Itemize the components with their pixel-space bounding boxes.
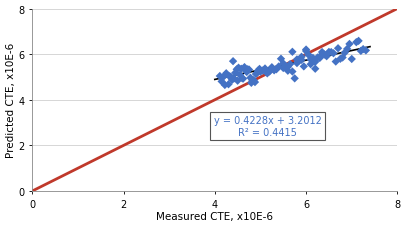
- Point: [237, 68, 244, 71]
- Point: [325, 51, 331, 54]
- Point: [284, 70, 290, 73]
- Point: [247, 82, 254, 85]
- Point: [293, 62, 299, 66]
- Point: [284, 66, 290, 69]
- Point: [252, 73, 258, 76]
- Point: [254, 69, 261, 73]
- Point: [339, 57, 345, 60]
- Point: [354, 40, 361, 44]
- Point: [250, 79, 256, 83]
- Point: [273, 68, 279, 72]
- Point: [275, 65, 281, 69]
- Point: [298, 59, 304, 62]
- X-axis label: Measured CTE, x10E-6: Measured CTE, x10E-6: [156, 212, 273, 222]
- Point: [288, 70, 295, 74]
- Point: [279, 67, 286, 71]
- Point: [268, 66, 275, 70]
- Point: [311, 61, 318, 64]
- Point: [309, 57, 315, 60]
- Point: [263, 72, 270, 76]
- Point: [270, 69, 277, 73]
- Point: [302, 49, 309, 52]
- Point: [359, 48, 365, 52]
- Point: [332, 60, 338, 64]
- Point: [256, 68, 262, 72]
- Point: [232, 72, 238, 75]
- Point: [277, 58, 284, 61]
- Point: [220, 75, 227, 79]
- Point: [227, 76, 233, 79]
- Point: [300, 65, 306, 69]
- Point: [352, 41, 359, 45]
- Point: [266, 70, 272, 74]
- Point: [261, 67, 268, 71]
- Point: [239, 77, 245, 81]
- Point: [236, 74, 243, 77]
- Point: [247, 76, 253, 80]
- Point: [343, 48, 350, 52]
- Point: [298, 56, 304, 59]
- Point: [293, 58, 299, 62]
- Point: [256, 71, 263, 74]
- Point: [281, 65, 288, 69]
- Point: [286, 63, 293, 67]
- Point: [230, 77, 237, 81]
- Point: [341, 52, 347, 55]
- Point: [302, 50, 309, 54]
- Text: y = 0.4228x + 3.2012
R² = 0.4415: y = 0.4228x + 3.2012 R² = 0.4415: [213, 116, 321, 137]
- Point: [318, 51, 324, 55]
- Point: [253, 72, 260, 76]
- Point: [334, 47, 341, 51]
- Point: [316, 57, 322, 61]
- Point: [279, 62, 286, 66]
- Point: [241, 66, 247, 70]
- Point: [305, 54, 311, 57]
- Point: [235, 67, 241, 70]
- Point: [244, 68, 250, 72]
- Point: [239, 77, 246, 81]
- Point: [347, 58, 354, 62]
- Point: [242, 69, 249, 73]
- Point: [307, 58, 313, 62]
- Point: [313, 57, 320, 60]
- Point: [221, 84, 228, 87]
- Point: [233, 68, 239, 72]
- Point: [228, 79, 235, 82]
- Point: [218, 80, 224, 84]
- Point: [216, 75, 222, 79]
- Point: [357, 50, 363, 54]
- Point: [251, 81, 258, 84]
- Point: [234, 79, 240, 83]
- Point: [222, 72, 229, 76]
- Point: [320, 53, 327, 57]
- Point: [323, 55, 329, 59]
- Point: [362, 49, 368, 53]
- Point: [327, 51, 334, 55]
- Point: [311, 68, 318, 71]
- Point: [225, 83, 231, 87]
- Point: [226, 75, 232, 79]
- Point: [336, 58, 343, 61]
- Point: [345, 43, 352, 47]
- Point: [248, 79, 255, 82]
- Point: [245, 68, 252, 72]
- Point: [229, 60, 236, 64]
- Point: [295, 59, 302, 63]
- Point: [243, 71, 249, 74]
- Point: [259, 69, 265, 73]
- Point: [329, 52, 336, 56]
- Point: [316, 55, 322, 59]
- Point: [307, 63, 313, 67]
- Point: [288, 51, 295, 54]
- Point: [291, 77, 297, 81]
- Y-axis label: Predicted CTE, x10E-6: Predicted CTE, x10E-6: [6, 43, 15, 158]
